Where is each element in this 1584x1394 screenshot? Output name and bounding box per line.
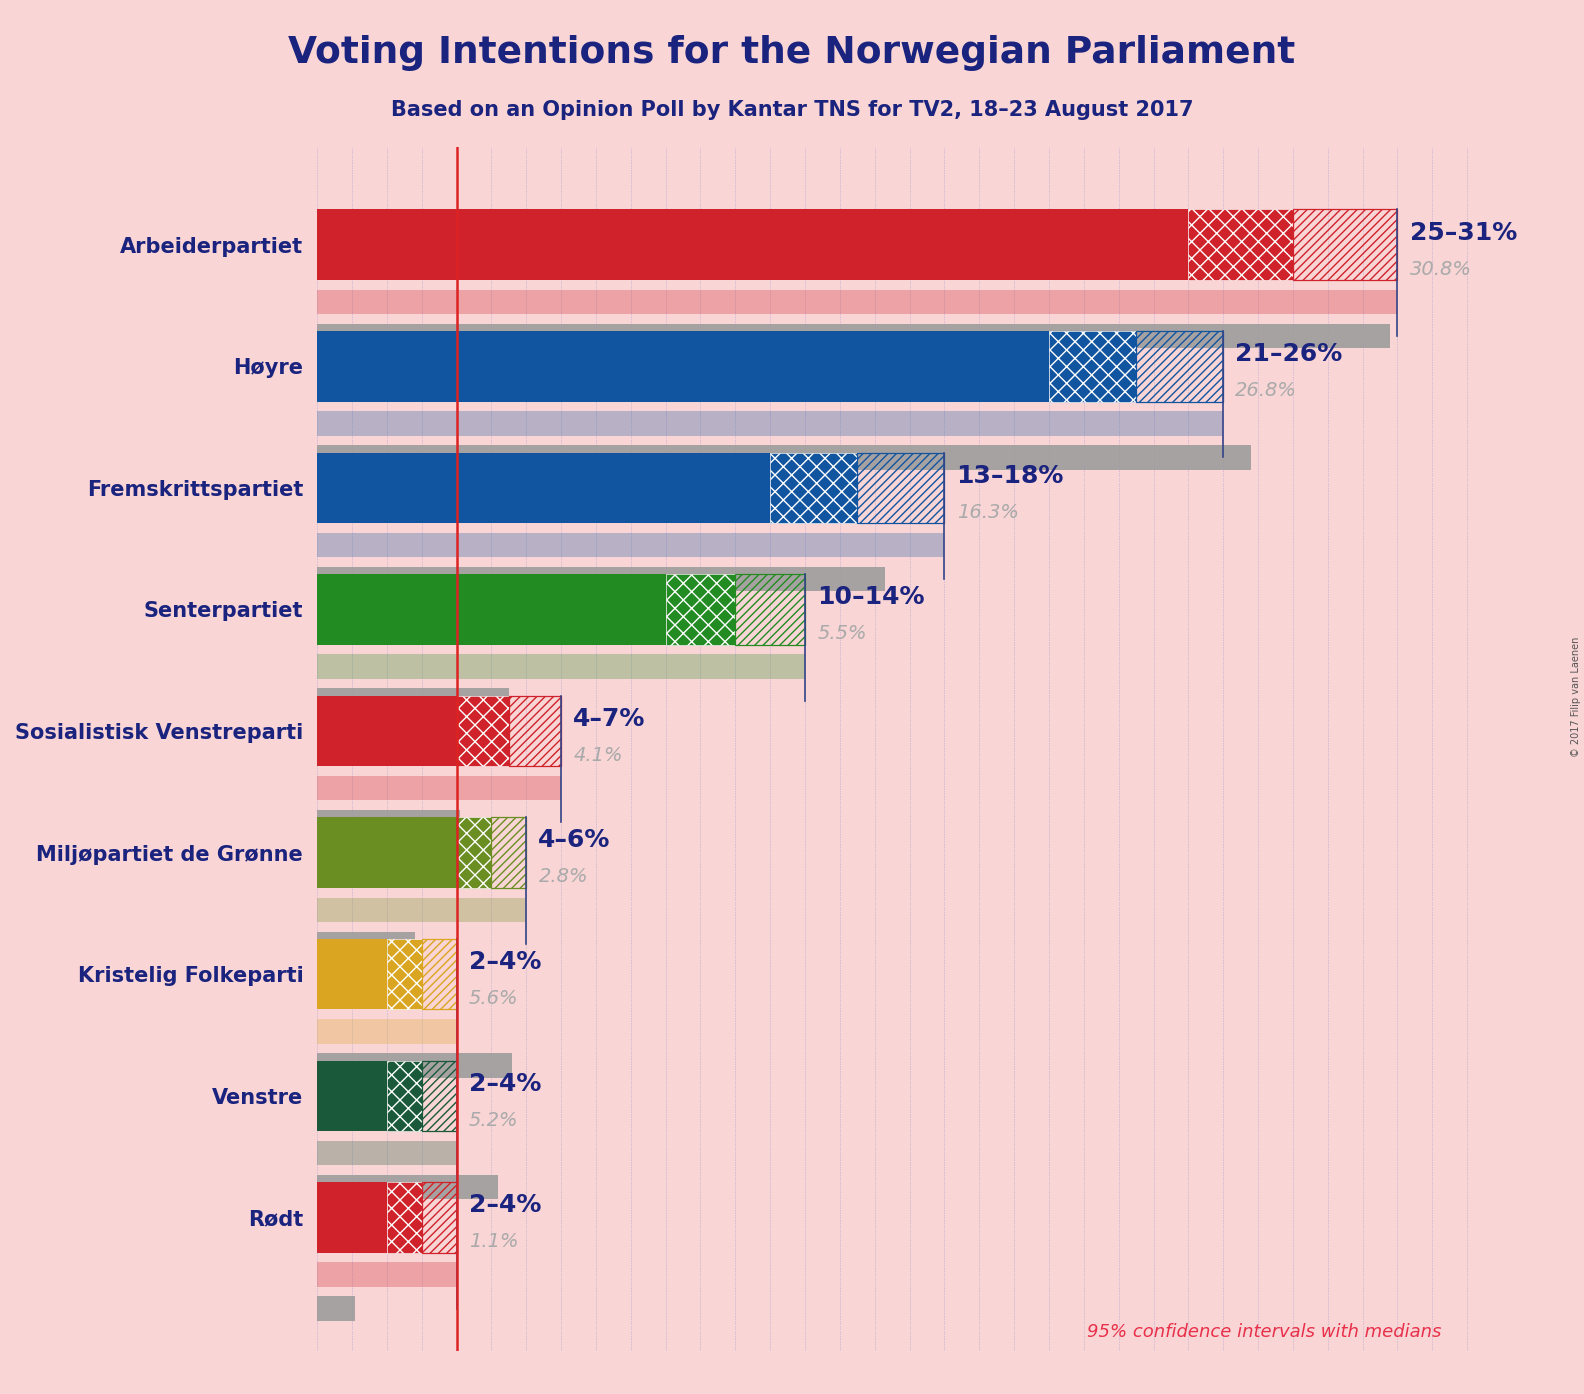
Text: 21–26%: 21–26% [1236, 342, 1343, 367]
Text: 4.1%: 4.1% [573, 746, 623, 765]
Text: 5.2%: 5.2% [469, 1111, 518, 1129]
Bar [735, 574, 805, 644]
Bar [317, 323, 1391, 348]
Bar [317, 1061, 386, 1131]
Text: 4–7%: 4–7% [573, 707, 646, 730]
Text: 30.8%: 30.8% [1410, 259, 1472, 279]
Text: 13–18%: 13–18% [957, 464, 1064, 488]
Bar [317, 931, 415, 956]
Bar [317, 817, 456, 888]
Bar [317, 1019, 456, 1044]
Bar [1293, 209, 1397, 280]
Text: 95% confidence intervals with medians: 95% confidence intervals with medians [1087, 1323, 1441, 1341]
Bar [456, 817, 491, 888]
Text: 16.3%: 16.3% [957, 503, 1019, 521]
Text: 2–4%: 2–4% [469, 1193, 542, 1217]
Text: 2–4%: 2–4% [469, 1072, 542, 1096]
Text: 2.8%: 2.8% [539, 867, 588, 887]
Bar [317, 411, 1223, 435]
Bar [317, 453, 770, 523]
Text: 1.1%: 1.1% [469, 1232, 518, 1252]
Bar [317, 533, 944, 558]
Text: 5.5%: 5.5% [817, 625, 866, 643]
Bar [857, 453, 944, 523]
Text: 10–14%: 10–14% [817, 585, 925, 609]
Bar [317, 696, 456, 767]
Bar [1049, 330, 1136, 401]
Bar [508, 696, 561, 767]
Bar [421, 1182, 456, 1253]
Bar [665, 574, 735, 644]
Bar [770, 453, 857, 523]
Bar [386, 940, 421, 1009]
Bar [1136, 330, 1223, 401]
Bar [1188, 209, 1293, 280]
Bar [317, 940, 386, 1009]
Bar [421, 940, 456, 1009]
Bar [317, 445, 1251, 470]
Bar [317, 689, 508, 712]
Text: 26.8%: 26.8% [1236, 381, 1297, 400]
Bar [386, 1061, 421, 1131]
Bar [456, 696, 508, 767]
Bar [317, 290, 1397, 314]
Bar [317, 1175, 499, 1199]
Bar [317, 1182, 386, 1253]
Bar [317, 1263, 456, 1287]
Text: Based on an Opinion Poll by Kantar TNS for TV2, 18–23 August 2017: Based on an Opinion Poll by Kantar TNS f… [391, 100, 1193, 120]
Bar [421, 1061, 456, 1131]
Bar [317, 898, 526, 921]
Bar [317, 776, 561, 800]
Text: 5.6%: 5.6% [469, 988, 518, 1008]
Bar [386, 1182, 421, 1253]
Text: 4–6%: 4–6% [539, 828, 611, 853]
Text: Voting Intentions for the Norwegian Parliament: Voting Intentions for the Norwegian Parl… [288, 35, 1296, 71]
Bar [317, 654, 805, 679]
Bar [317, 810, 459, 835]
Bar [317, 209, 1188, 280]
Bar [317, 330, 1049, 401]
Bar [317, 567, 885, 591]
Text: © 2017 Filip van Laenen: © 2017 Filip van Laenen [1571, 637, 1581, 757]
Bar [317, 1140, 456, 1165]
Text: 2–4%: 2–4% [469, 951, 542, 974]
Bar [317, 1296, 355, 1320]
Bar [317, 1054, 512, 1078]
Bar [491, 817, 526, 888]
Bar [317, 574, 665, 644]
Text: 25–31%: 25–31% [1410, 220, 1517, 244]
